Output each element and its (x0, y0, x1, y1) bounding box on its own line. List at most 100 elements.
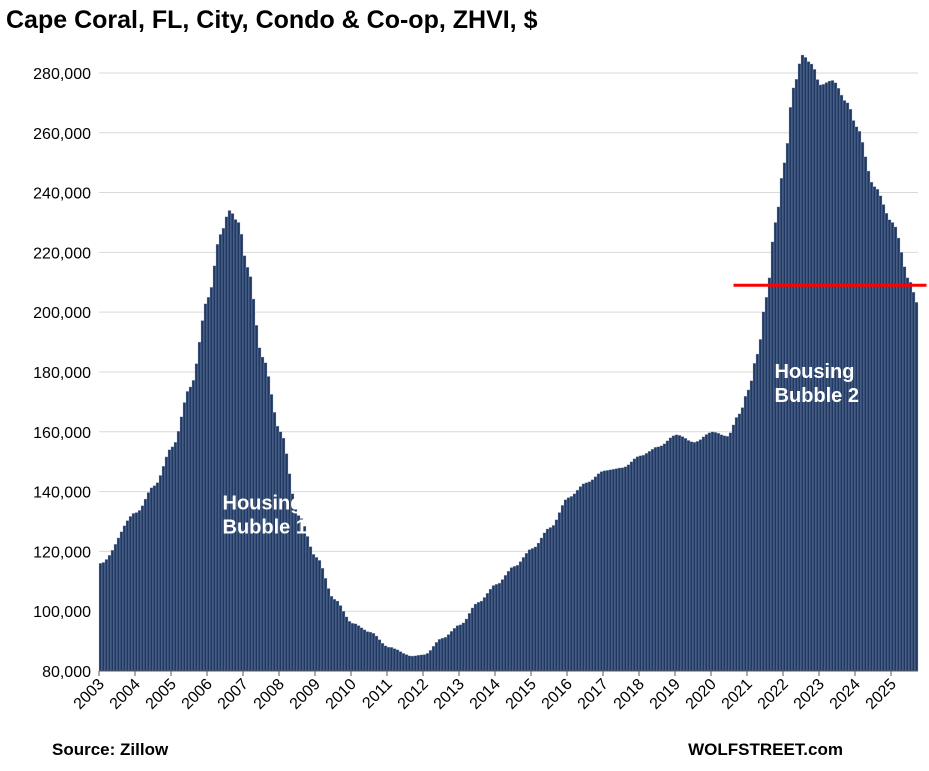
bar (419, 654, 424, 672)
bar (539, 537, 544, 672)
bar (467, 613, 472, 672)
bar (866, 170, 871, 672)
bar (299, 518, 304, 672)
bar (728, 432, 733, 672)
x-tick-label: 2024 (827, 676, 864, 713)
bar (545, 528, 550, 672)
bar (626, 464, 631, 672)
bar (455, 625, 460, 672)
bar (587, 481, 592, 672)
bar (518, 561, 523, 672)
bar (629, 461, 634, 672)
bar (470, 607, 475, 672)
bar (581, 483, 586, 672)
bar (332, 599, 337, 672)
y-tick-label: 260,000 (33, 126, 91, 143)
bar (173, 442, 178, 672)
bar (707, 432, 712, 672)
bar (98, 563, 103, 672)
bar (278, 431, 283, 672)
bar (719, 434, 724, 672)
y-tick-label: 280,000 (33, 66, 91, 83)
bar (179, 416, 184, 672)
bar (431, 646, 436, 672)
bar (482, 597, 487, 672)
bar (692, 442, 697, 672)
bar (569, 496, 574, 672)
bar (563, 499, 568, 672)
bar (347, 621, 352, 672)
bar (515, 564, 520, 672)
bar (776, 206, 781, 672)
bar (875, 189, 880, 672)
bar (155, 482, 160, 672)
bar (770, 241, 775, 672)
bar (359, 627, 364, 672)
bar (533, 546, 538, 672)
bar (191, 380, 196, 672)
bar (782, 162, 787, 672)
x-tick-label: 2008 (251, 676, 288, 713)
bar (575, 489, 580, 672)
bar (416, 654, 421, 672)
bar (650, 448, 655, 672)
bar (425, 653, 430, 672)
bar (914, 302, 919, 672)
bar (521, 557, 526, 672)
x-tick-label: 2013 (431, 676, 468, 713)
bar (233, 219, 238, 672)
x-tick-label: 2020 (683, 676, 720, 713)
bar (761, 311, 766, 672)
bar (596, 473, 601, 672)
x-tick-label: 2007 (215, 676, 252, 713)
bar (452, 628, 457, 672)
bar (890, 222, 895, 672)
bar (443, 637, 448, 672)
bar (245, 267, 250, 672)
bar (116, 537, 121, 672)
bar (407, 655, 412, 672)
bar (698, 439, 703, 672)
source-label: Source: Zillow (52, 740, 169, 759)
y-tick-label: 80,000 (42, 664, 91, 681)
bar (473, 603, 478, 672)
bar (365, 631, 370, 672)
bar (221, 227, 226, 672)
bar (326, 588, 331, 672)
annotation-line: Housing (223, 493, 303, 515)
bar (743, 396, 748, 672)
bar (128, 516, 133, 672)
bar (140, 505, 145, 672)
bar (716, 433, 721, 672)
bar (491, 585, 496, 672)
bar (272, 412, 277, 672)
bar (464, 618, 469, 672)
brand-label: WOLFSTREET.com (688, 740, 843, 759)
bar (377, 639, 382, 672)
bar (107, 555, 112, 672)
bar (713, 432, 718, 672)
bar (197, 341, 202, 672)
x-tick-label: 2018 (611, 676, 648, 713)
bar (134, 512, 139, 672)
bar (524, 553, 529, 672)
bar (305, 536, 310, 672)
bar (209, 287, 214, 672)
bar (224, 216, 229, 672)
bar (542, 532, 547, 672)
bar (602, 470, 607, 672)
bar (614, 468, 619, 672)
bar (125, 520, 130, 672)
bar (131, 513, 136, 672)
bar (182, 402, 187, 672)
bar (659, 445, 664, 672)
bar (440, 637, 445, 672)
bar (755, 353, 760, 672)
bar (206, 297, 211, 672)
bar (572, 493, 577, 672)
bar (404, 654, 409, 672)
bar (122, 525, 127, 672)
bar (677, 435, 682, 672)
bar (374, 635, 379, 672)
bar (137, 510, 142, 672)
